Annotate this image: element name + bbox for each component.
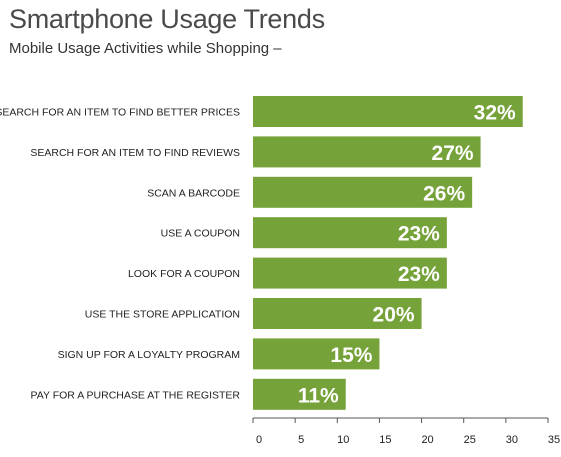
x-tick-label: 15 <box>379 434 391 446</box>
bar <box>253 217 447 249</box>
x-axis: 0 5 10 15 20 25 30 35 <box>252 417 560 446</box>
value-label: 23% <box>398 263 440 286</box>
x-tick-label: 20 <box>421 434 433 446</box>
value-label: 26% <box>423 182 465 205</box>
bar <box>253 136 481 168</box>
value-label: 23% <box>398 223 440 246</box>
category-label: LOOK FOR A COUPON <box>128 268 240 280</box>
x-tick-label: 35 <box>548 434 560 446</box>
x-tick-label: 25 <box>464 434 476 446</box>
category-labels: SEARCH FOR AN ITEM TO FIND BETTER PRICES… <box>0 107 240 402</box>
value-labels: 32%27% 26% 23% 23% 20%15% 11% <box>298 102 516 408</box>
value-label: 27% <box>432 142 474 165</box>
category-label: PAY FOR A PURCHASE AT THE REGISTER <box>31 389 241 401</box>
x-tick-label: 10 <box>337 434 349 446</box>
x-tick-label: 5 <box>298 434 304 446</box>
value-label: 20% <box>373 304 415 327</box>
category-label: SEARCH FOR AN ITEM TO FIND REVIEWS <box>30 147 240 159</box>
bar <box>253 338 380 370</box>
x-tick-label: 30 <box>506 434 518 446</box>
x-tick-label: 0 <box>256 434 262 446</box>
chart-subtitle: Mobile Usage Activities while Shopping – <box>9 40 282 57</box>
value-label: 11% <box>298 384 339 407</box>
bar <box>253 176 473 208</box>
bars-group <box>253 96 523 410</box>
chart-title: Smartphone Usage Trends <box>9 4 325 34</box>
category-label: SEARCH FOR AN ITEM TO FIND BETTER PRICES <box>0 107 240 119</box>
category-label: USE A COUPON <box>161 228 240 240</box>
category-label: SCAN A BARCODE <box>147 187 240 199</box>
bar <box>253 257 447 289</box>
category-label: USE THE STORE APPLICATION <box>85 309 240 321</box>
bar <box>253 96 523 127</box>
value-label: 15% <box>330 344 372 367</box>
bar <box>253 298 422 329</box>
category-label: SIGN UP FOR A LOYALTY PROGRAM <box>58 349 240 361</box>
bar <box>253 378 346 410</box>
value-label: 32% <box>474 102 516 125</box>
